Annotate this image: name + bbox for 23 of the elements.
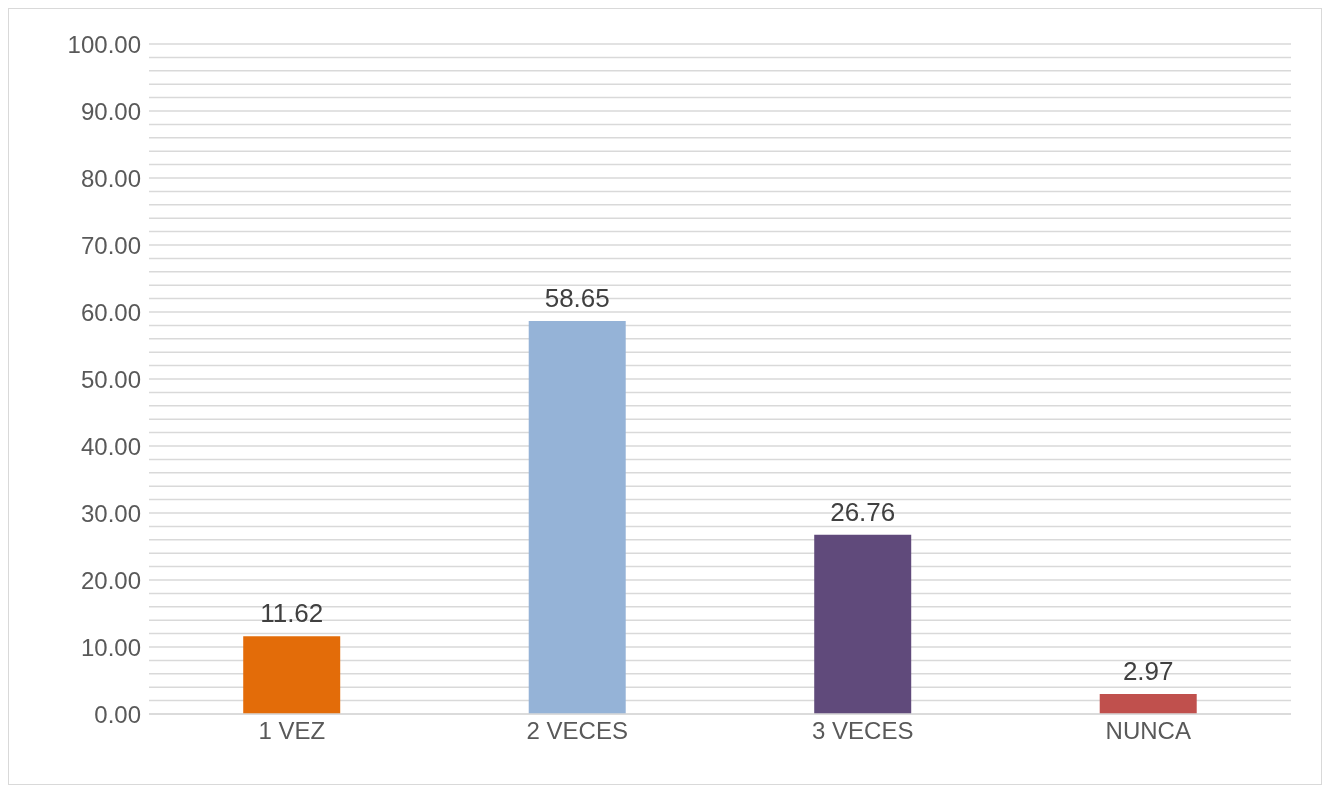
y-tick-label: 80.00 (80, 164, 141, 192)
x-tick-label: NUNCA (1105, 717, 1191, 745)
bar (528, 321, 626, 714)
y-tick-label: 20.00 (80, 566, 141, 594)
y-tick-label: 100.00 (67, 30, 141, 58)
bar (814, 534, 912, 714)
x-tick-label: 2 VECES (526, 717, 628, 745)
x-tick-label: 3 VECES (812, 717, 914, 745)
y-tick-label: 40.00 (80, 432, 141, 460)
y-tick-label: 70.00 (80, 231, 141, 259)
bar (243, 636, 341, 714)
y-tick-label: 0.00 (94, 700, 141, 728)
y-tick-label: 60.00 (80, 298, 141, 326)
x-tick-label: 1 VEZ (258, 717, 326, 745)
data-label: 26.76 (830, 496, 896, 527)
y-tick-label: 50.00 (80, 365, 141, 393)
data-label: 58.65 (544, 283, 610, 314)
y-tick-label: 30.00 (80, 499, 141, 527)
bar (1099, 694, 1197, 714)
data-label: 11.62 (260, 598, 324, 629)
data-label: 2.97 (1122, 656, 1174, 687)
y-tick-label: 90.00 (80, 97, 141, 125)
y-tick-label: 10.00 (80, 633, 141, 661)
